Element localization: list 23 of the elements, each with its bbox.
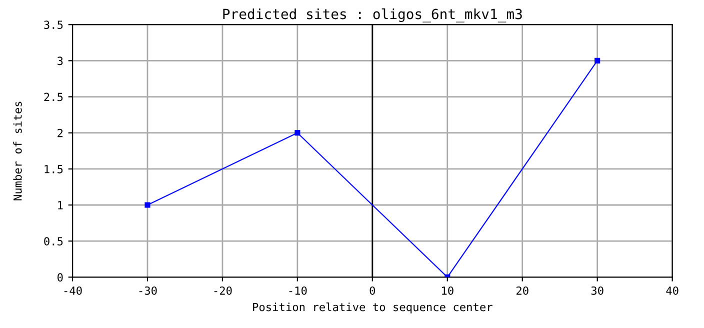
x-tick-label: 10 [442,286,454,295]
y-tick-label: 2.5 [44,92,63,102]
point [144,202,150,208]
y-tick-label: 0 [58,273,63,282]
point [294,130,300,136]
y-tick-label: 1 [58,201,63,210]
x-tick-label: -40 [64,286,82,295]
x-tick-label: 0 [370,286,376,295]
y-tick-label: 3 [58,56,63,66]
point [594,58,600,64]
y-tick-label: 0.5 [44,237,63,246]
x-tick-label: 40 [666,286,678,295]
x-tick-label: 20 [516,286,528,295]
x-tick-label: -10 [289,286,307,295]
x-tick-label: -20 [214,286,232,295]
chart-title: Predicted sites : oligos_6nt_mkv1_m3 [223,8,522,22]
y-tick-label: 2 [58,128,63,138]
y-tick-label: 3.5 [44,20,63,30]
y-axis-title: Number of sites [13,102,22,200]
y-tick-label: 1.5 [44,165,63,174]
x-tick-label: 30 [591,286,604,295]
x-axis-title: Position relative to sequence center [253,302,492,314]
x-tick-label: -30 [139,286,157,295]
